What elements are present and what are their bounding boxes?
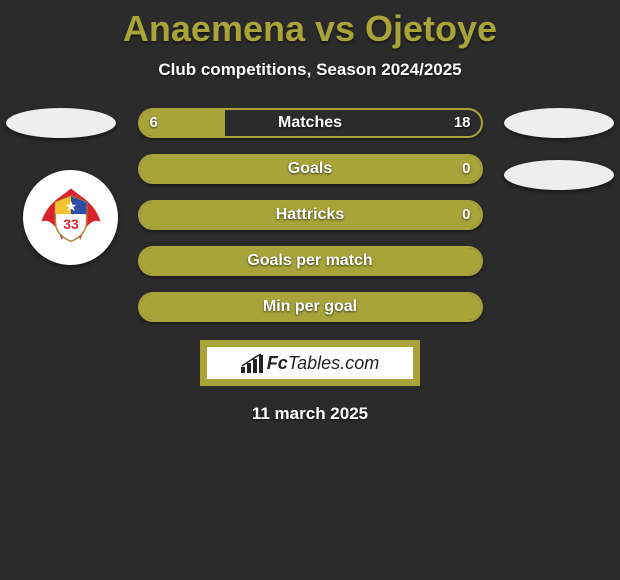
stat-bar: 618Matches (138, 108, 483, 138)
brand-text: FcTables.com (267, 353, 379, 374)
stat-bar: Min per goal (138, 292, 483, 322)
player-badge-left (6, 108, 116, 138)
crest-number: 33 (63, 215, 79, 231)
stat-label: Goals per match (140, 248, 481, 274)
stat-bar: 0Hattricks (138, 200, 483, 230)
stat-bar: 0Goals (138, 154, 483, 184)
comparison-panel: 33 618Matches 0Goals 0Hattricks Goals per m… (0, 108, 620, 322)
player-badge-right-top (504, 108, 614, 138)
brand-text-a: Fc (267, 353, 288, 373)
stat-label: Matches (140, 110, 481, 136)
club-crest: 33 (23, 170, 118, 265)
stat-bars: 618Matches 0Goals 0Hattricks Goals per matc… (138, 108, 483, 322)
footer-date: 11 march 2025 (0, 404, 620, 424)
brand-chart-icon (241, 353, 263, 373)
brand-logo: FcTables.com (200, 340, 420, 386)
brand-text-c: .com (340, 353, 379, 373)
stat-label: Min per goal (140, 294, 481, 320)
club-crest-icon: 33 (32, 179, 110, 257)
stat-label: Hattricks (140, 202, 481, 228)
stat-label: Goals (140, 156, 481, 182)
page-title: Anaemena vs Ojetoye (0, 0, 620, 50)
player-badge-right-bottom (504, 160, 614, 190)
brand-text-b: Tables (288, 353, 340, 373)
page-subtitle: Club competitions, Season 2024/2025 (0, 60, 620, 80)
stat-bar: Goals per match (138, 246, 483, 276)
